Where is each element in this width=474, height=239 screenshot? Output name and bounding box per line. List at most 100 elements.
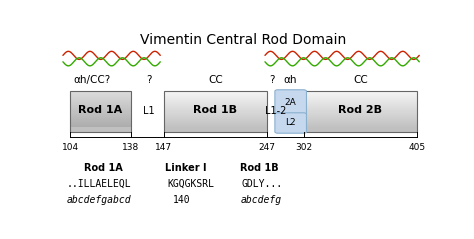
Text: 104: 104 (62, 143, 79, 152)
Bar (70, 96, 131, 97)
Bar (164, 124, 267, 125)
Bar (70, 124, 131, 125)
FancyBboxPatch shape (275, 90, 307, 116)
Bar (303, 106, 418, 108)
Bar (303, 127, 418, 128)
Text: CC: CC (208, 75, 223, 85)
Bar (164, 115, 267, 117)
Bar (303, 117, 418, 118)
Text: αh: αh (283, 75, 297, 85)
Bar (164, 127, 267, 132)
Bar (164, 110, 267, 111)
Text: 140: 140 (173, 195, 190, 205)
Bar (303, 114, 418, 115)
Text: ?: ? (146, 75, 152, 85)
Bar (70, 121, 131, 122)
Bar (303, 125, 418, 126)
Bar (70, 120, 131, 121)
Bar (303, 129, 418, 130)
Bar (164, 109, 267, 110)
Bar (70, 131, 131, 132)
Bar (70, 93, 131, 94)
Bar (70, 119, 131, 120)
Bar (70, 101, 131, 102)
Text: Rod 1B: Rod 1B (240, 163, 279, 173)
Bar (164, 105, 267, 106)
Bar (303, 95, 418, 96)
Text: KGQGKSRL: KGQGKSRL (168, 179, 215, 189)
Bar (70, 115, 131, 117)
Bar (303, 112, 418, 113)
Bar (164, 125, 267, 126)
Bar (70, 92, 131, 93)
Text: L1: L1 (143, 107, 155, 116)
Bar (70, 125, 131, 126)
Bar (303, 105, 418, 106)
Bar (70, 130, 131, 131)
Bar (303, 123, 418, 124)
Bar (303, 102, 418, 103)
Bar (164, 102, 267, 103)
Text: 302: 302 (295, 143, 312, 152)
Bar (303, 91, 418, 132)
Bar (70, 122, 131, 123)
Text: 247: 247 (258, 143, 275, 152)
Bar (70, 100, 131, 101)
Bar (70, 104, 131, 105)
Bar (70, 127, 131, 132)
Bar (164, 98, 267, 99)
Text: ..ILLAELEQL: ..ILLAELEQL (66, 179, 131, 189)
Bar (164, 91, 267, 132)
Bar (303, 122, 418, 123)
FancyBboxPatch shape (275, 113, 307, 133)
Bar (164, 94, 267, 95)
Bar (303, 91, 418, 92)
Bar (303, 128, 418, 129)
Bar (303, 120, 418, 121)
Bar (164, 92, 267, 93)
Bar (164, 91, 267, 92)
Bar (303, 115, 418, 117)
Bar (70, 126, 131, 127)
Text: GDLY...: GDLY... (241, 179, 282, 189)
Bar (303, 127, 418, 132)
Bar (70, 105, 131, 106)
Text: 138: 138 (122, 143, 139, 152)
Bar (303, 94, 418, 95)
Text: abcdefg: abcdefg (241, 195, 282, 205)
Bar (303, 104, 418, 105)
Bar (164, 126, 267, 127)
Bar (164, 120, 267, 121)
Text: L1-2: L1-2 (265, 107, 287, 116)
Bar (70, 112, 131, 113)
Bar (70, 117, 131, 118)
Bar (303, 121, 418, 122)
Text: αh/CC?: αh/CC? (73, 75, 111, 85)
Bar (303, 109, 418, 110)
Bar (70, 103, 131, 104)
Bar (164, 122, 267, 123)
Bar (70, 128, 131, 129)
Bar (303, 119, 418, 120)
Bar (70, 97, 131, 98)
Bar (70, 108, 131, 109)
Bar (164, 123, 267, 124)
Bar (303, 99, 418, 100)
Bar (164, 101, 267, 102)
Bar (164, 96, 267, 97)
Text: Vimentin Central Rod Domain: Vimentin Central Rod Domain (140, 33, 346, 47)
Bar (303, 118, 418, 119)
Bar (303, 93, 418, 94)
Bar (164, 103, 267, 104)
Text: abcdefgabcd: abcdefgabcd (66, 195, 131, 205)
Bar (70, 127, 131, 128)
Bar (303, 100, 418, 101)
Text: 2A: 2A (285, 98, 297, 107)
Bar (303, 124, 418, 125)
Bar (164, 119, 267, 120)
Bar (70, 110, 131, 111)
Bar (164, 104, 267, 105)
Bar (303, 113, 418, 114)
Bar (70, 129, 131, 130)
Bar (70, 118, 131, 119)
